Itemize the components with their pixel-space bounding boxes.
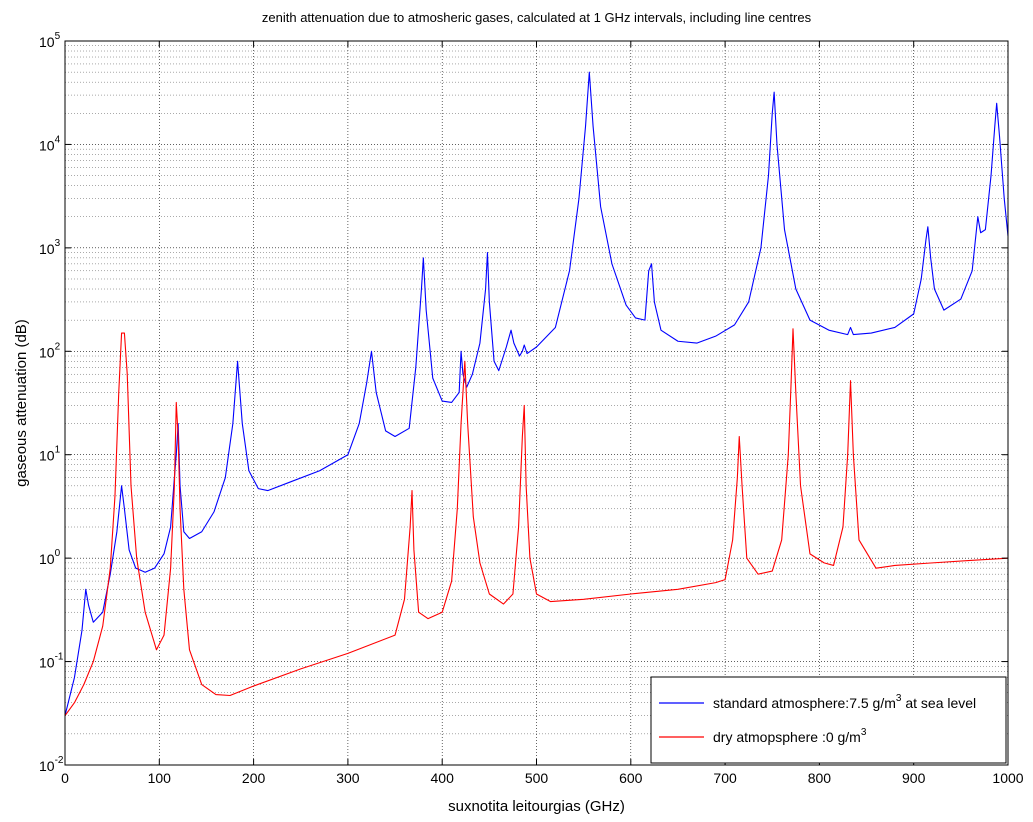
legend-label-2: dry atmopsphere :0 g/m3 bbox=[713, 727, 867, 745]
x-tick-label: 1000 bbox=[992, 770, 1023, 786]
y-tick-label: 101 bbox=[39, 445, 61, 464]
grid-lines bbox=[65, 41, 1008, 765]
y-tick-label: 10-1 bbox=[39, 652, 64, 671]
x-tick-label: 700 bbox=[713, 770, 737, 786]
x-tick-label: 900 bbox=[902, 770, 926, 786]
x-tick-label: 200 bbox=[242, 770, 266, 786]
series-line-1 bbox=[64, 71, 1009, 716]
legend-box bbox=[650, 676, 1007, 764]
axis-ticks: 0 100 200 300 400 500 600 700 800 900 1000 10-2 10-1… bbox=[39, 31, 1024, 786]
x-tick-label: 400 bbox=[431, 770, 455, 786]
x-tick-label: 500 bbox=[525, 770, 549, 786]
x-tick-label: 800 bbox=[808, 770, 832, 786]
chart-title: zenith attenuation due to atmosheric gas… bbox=[262, 10, 812, 25]
y-tick-label: 100 bbox=[39, 548, 61, 567]
x-tick-label: 100 bbox=[148, 770, 172, 786]
y-tick-label: 10-2 bbox=[39, 755, 64, 774]
legend: standard atmosphere:7.5 g/m3 at sea leve… bbox=[650, 676, 1007, 764]
legend-label-1: standard atmosphere:7.5 g/m3 at sea leve… bbox=[713, 693, 976, 711]
y-axis-label: gaseous attenuation (dB) bbox=[13, 319, 30, 487]
x-tick-label: 0 bbox=[61, 770, 69, 786]
x-tick-label: 300 bbox=[336, 770, 360, 786]
series-line-2 bbox=[64, 328, 1009, 716]
y-tick-label: 103 bbox=[39, 238, 61, 257]
y-tick-label: 104 bbox=[39, 134, 61, 153]
series-layer bbox=[64, 71, 1009, 716]
y-tick-label: 105 bbox=[39, 31, 61, 50]
x-axis-label: suxnotita leitourgias (GHz) bbox=[448, 798, 625, 815]
y-tick-label: 102 bbox=[39, 341, 61, 360]
x-tick-label: 600 bbox=[619, 770, 643, 786]
